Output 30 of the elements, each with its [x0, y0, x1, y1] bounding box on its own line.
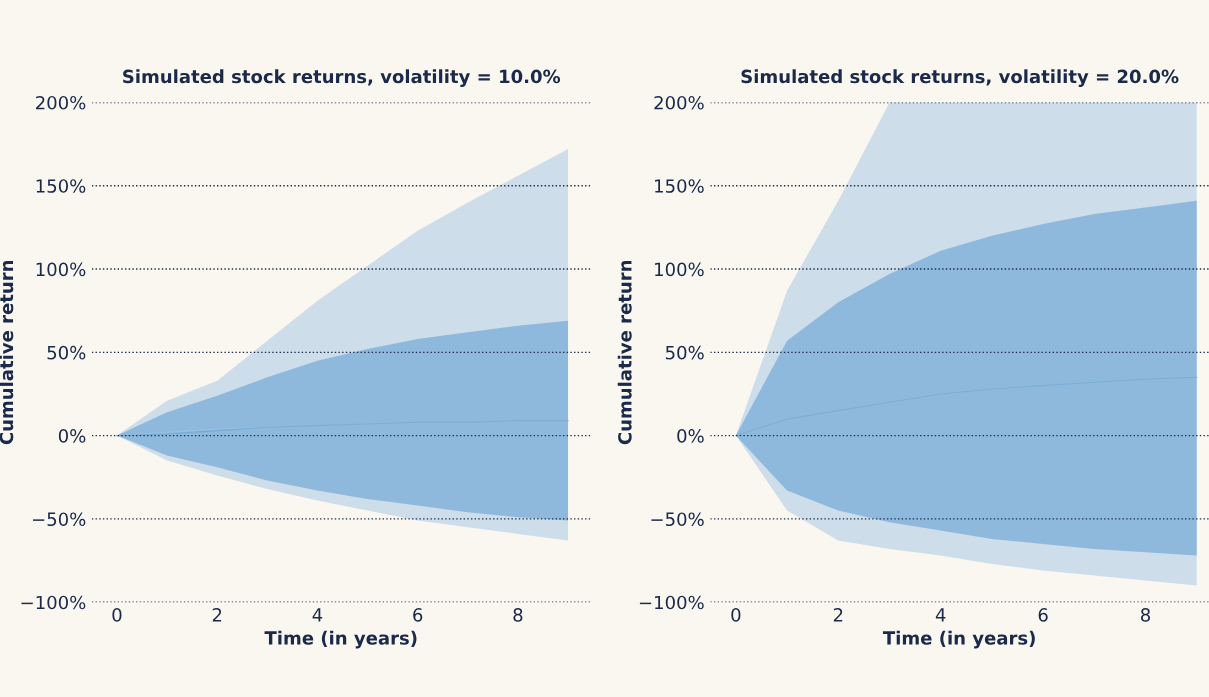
x-tick-label: 0: [731, 608, 741, 622]
x-tick-label: 6: [413, 608, 423, 622]
y-tick-label: 200%: [36, 95, 86, 110]
y-tick-label: 150%: [655, 179, 704, 193]
y-axis-title: Cumulative return: [617, 260, 632, 445]
x-tick-label: 0: [112, 608, 122, 622]
x-tick-label: 4: [935, 608, 946, 622]
y-tick-label: 50%: [47, 345, 86, 360]
x-tick-label: 6: [1038, 608, 1048, 622]
y-tick-label: 0%: [677, 429, 704, 443]
x-tick-label: 2: [212, 608, 222, 622]
chart-title: Simulated stock returns, volatility = 20.0%: [741, 69, 1179, 87]
y-tick-label: 0%: [58, 429, 86, 443]
chart-title: Simulated stock returns, volatility = 10.0%: [123, 69, 561, 87]
x-tick-label: 2: [833, 608, 843, 622]
y-tick-label: 50%: [665, 345, 704, 360]
x-axis-title: Time (in years): [882, 630, 1035, 649]
x-tick-label: 4: [312, 608, 323, 622]
y-axis-title: Cumulative return: [0, 260, 14, 445]
y-tick-label: −100%: [639, 595, 704, 610]
y-tick-label: 150%: [36, 179, 86, 193]
y-tick-label: −100%: [21, 595, 86, 610]
y-tick-label: −50%: [651, 512, 704, 527]
x-tick-label: 8: [1140, 608, 1151, 622]
x-tick-label: 8: [513, 608, 523, 622]
x-axis-title: Time (in years): [264, 630, 417, 649]
y-tick-label: 200%: [654, 95, 704, 110]
y-tick-label: −50%: [32, 512, 86, 527]
y-tick-label: 100%: [36, 262, 86, 277]
y-tick-label: 100%: [655, 262, 704, 277]
